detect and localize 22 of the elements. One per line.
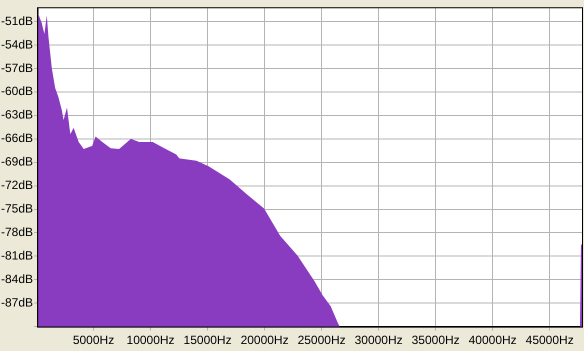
x-tick-label: 15000Hz (184, 333, 232, 348)
y-tick-label: -51dB (0, 14, 34, 28)
y-tick-label: -75dB (0, 202, 34, 216)
x-tick-label: 5000Hz (72, 333, 114, 348)
y-tick-label: -63dB (0, 108, 34, 122)
y-tick-label: -57dB (0, 60, 34, 75)
y-tick-label: -60dB (0, 84, 34, 98)
y-tick-label: -54dB (0, 37, 34, 52)
y-tick-label: -69dB (0, 154, 34, 169)
x-tick-label: 10000Hz (126, 333, 175, 348)
x-tick-label: 40000Hz (468, 333, 517, 348)
x-tick-label: 25000Hz (298, 333, 346, 348)
y-tick-label: -78dB (0, 225, 34, 240)
y-tick-label: -87dB (0, 295, 34, 310)
x-tick-label: 35000Hz (412, 333, 460, 348)
y-tick-label: -66dB (0, 131, 34, 146)
y-tick-label: -81dB (0, 248, 34, 263)
y-tick-label: -84dB (0, 272, 34, 286)
x-tick-label: 30000Hz (354, 333, 403, 348)
x-tick-label: 20000Hz (240, 333, 289, 348)
y-tick-label: -72dB (0, 178, 34, 192)
x-tick-label: 45000Hz (526, 333, 574, 348)
